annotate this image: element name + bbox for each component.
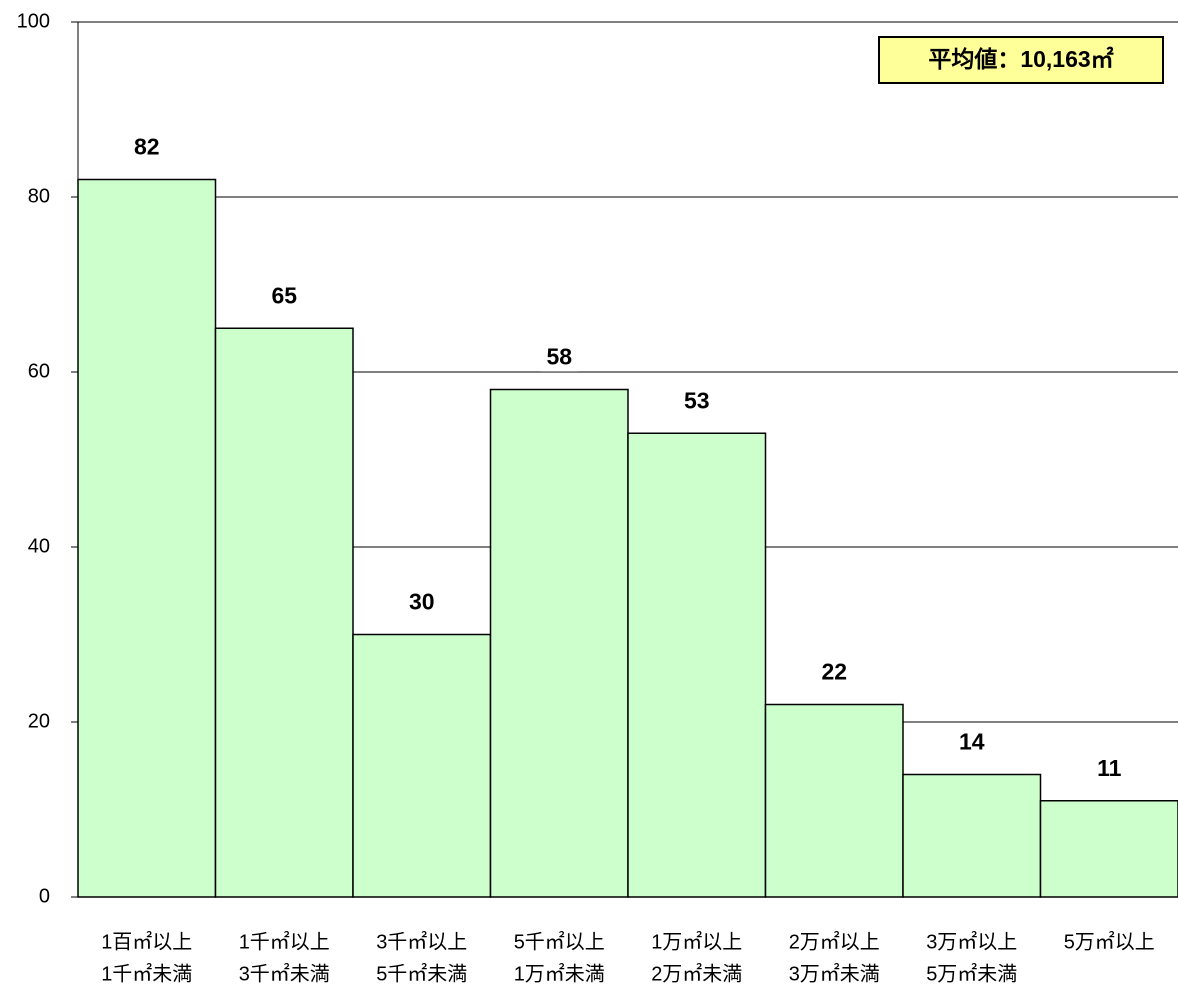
annotation-box xyxy=(878,36,1164,84)
labels: 1百㎡以上 1千㎡未満 82 1千㎡以上 3千㎡未満 65 3千㎡以上 5千㎡未満 30 5千㎡以… xyxy=(101,131,1155,984)
x-tick-label: 1百㎡以上 xyxy=(101,929,192,953)
bar xyxy=(352,633,492,898)
x-tick-label: 2万㎡以上 xyxy=(789,929,880,953)
data-label: 30 xyxy=(409,589,435,615)
data-label-bg xyxy=(402,586,441,617)
x-tick-label: 3千㎡未満 xyxy=(239,961,330,984)
x-tick-label: 3万㎡以上 xyxy=(926,929,1017,953)
x-tick-label: 1万㎡以上 xyxy=(651,929,742,953)
x-tick-label: 5千㎡以上 xyxy=(514,929,605,953)
y-tick-label: 60 xyxy=(28,360,50,382)
bar xyxy=(489,388,629,898)
y-tick-label: 40 xyxy=(28,535,50,557)
x-tick-label: 3万㎡未満 xyxy=(789,961,880,984)
data-label-bg xyxy=(677,385,716,416)
bar xyxy=(764,703,904,898)
x-tick-label: 2万㎡未満 xyxy=(651,961,742,984)
bar xyxy=(214,327,354,898)
x-tick-label: 5千㎡未満 xyxy=(376,961,467,984)
y-tick-label: 0 xyxy=(39,885,50,907)
data-label-bg xyxy=(815,656,854,687)
bar xyxy=(902,773,1042,898)
data-label: 11 xyxy=(1097,755,1122,781)
x-tick-label: 3千㎡以上 xyxy=(376,929,467,953)
data-label-bg xyxy=(265,280,304,311)
data-label: 65 xyxy=(271,282,297,308)
x-tick-label: 1千㎡未満 xyxy=(101,961,192,984)
x-tick-label: 1千㎡以上 xyxy=(239,929,330,953)
bars xyxy=(77,178,1178,898)
data-label: 14 xyxy=(959,729,985,755)
data-label-bg xyxy=(127,131,166,162)
annotation: 平均値：10,163㎡ xyxy=(928,46,1113,72)
y-tick-label: 20 xyxy=(28,710,50,732)
data-label: 53 xyxy=(684,387,710,413)
y-tick-label: 100 xyxy=(17,10,50,32)
data-label: 82 xyxy=(134,134,160,160)
y-tick-label: 80 xyxy=(28,185,50,207)
x-tick-label: 5万㎡未満 xyxy=(926,961,1017,984)
data-label-bg xyxy=(952,726,991,757)
bar xyxy=(1039,800,1178,898)
data-label: 22 xyxy=(821,659,847,685)
bar xyxy=(77,178,217,898)
data-label-bg xyxy=(1091,752,1128,783)
data-label: 58 xyxy=(546,344,572,370)
x-tick-label: 5万㎡以上 xyxy=(1064,929,1155,953)
x-tick-label: 1万㎡未満 xyxy=(514,961,605,984)
bar xyxy=(627,432,767,898)
data-label-bg xyxy=(540,341,579,372)
